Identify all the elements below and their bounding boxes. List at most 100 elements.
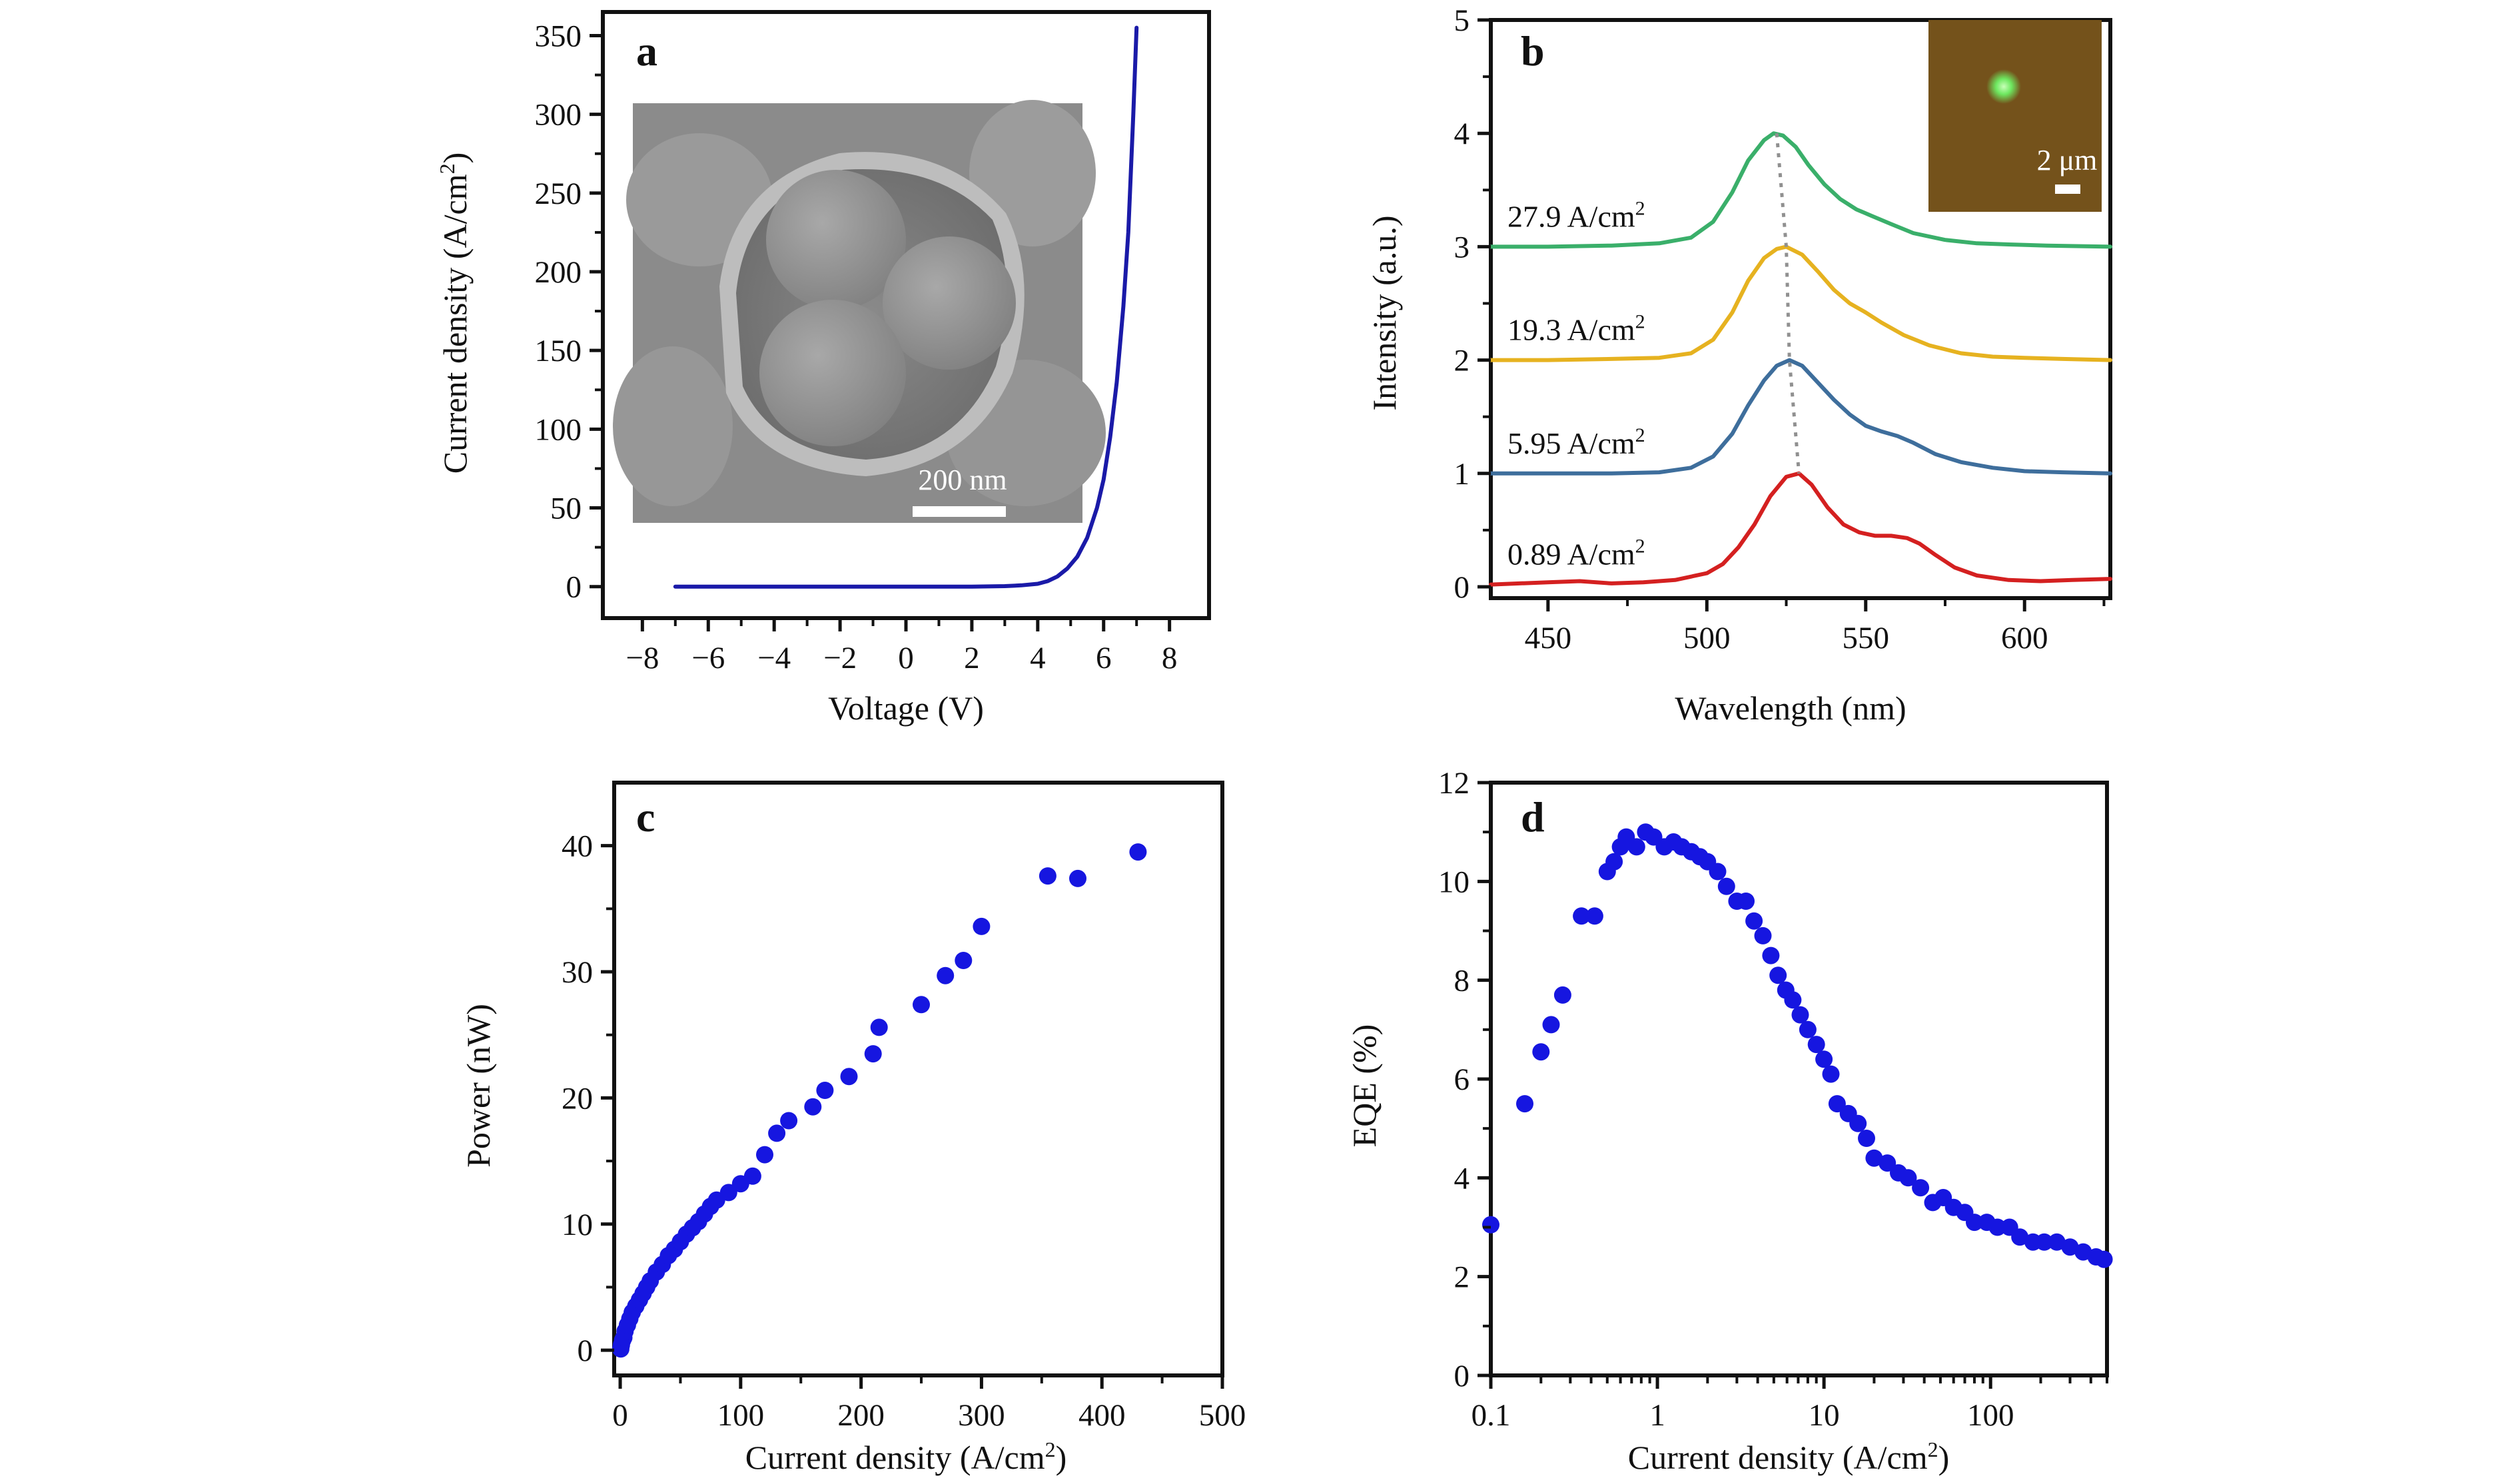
eqe-point bbox=[1899, 1169, 1917, 1187]
panel-c-ytick-label: 10 bbox=[562, 1208, 593, 1242]
eqe-point bbox=[2011, 1228, 2029, 1246]
panel-a-ytick-label: 350 bbox=[535, 19, 582, 53]
panel-b: 450 500 550 600 0 1 2 3 4 5 0.89 A/cm2 5.95 A/cm2 1… bbox=[1366, 3, 2112, 727]
panel-a-xtick-label: −8 bbox=[626, 641, 659, 675]
panel-d-y-axis-title: EQE (%) bbox=[1346, 1024, 1383, 1148]
eqe-point bbox=[1627, 838, 1645, 856]
eqe-point bbox=[1769, 966, 1787, 984]
iv-curve bbox=[673, 25, 1139, 589]
eqe-point bbox=[1542, 1016, 1560, 1034]
panel-c-ytick-label: 40 bbox=[562, 829, 593, 864]
panel-a: 200 nm −8 −6 −4 −2 0 2 4 6 8 0 50 100 150 200 250 300 35… bbox=[435, 10, 1211, 727]
eqe-point bbox=[2061, 1238, 2079, 1256]
spectrum-label-1: 5.95 A/cm2 bbox=[1507, 424, 1645, 460]
panel-b-optical-inset: 2 μm bbox=[1928, 20, 2102, 212]
panel-b-letter: b bbox=[1521, 27, 1545, 75]
panel-a-ytick-label: 200 bbox=[535, 255, 582, 290]
eqe-point bbox=[1717, 877, 1735, 895]
panel-c-ytick-label: 0 bbox=[578, 1333, 594, 1368]
panel-b-xtick-label: 500 bbox=[1683, 621, 1731, 655]
eqe-point bbox=[1865, 1149, 1883, 1167]
eqe-point bbox=[1605, 853, 1623, 871]
panel-c-ytick-label: 20 bbox=[562, 1081, 593, 1116]
panel-b-ytick-label: 0 bbox=[1454, 570, 1470, 605]
panel-b-ytick-label: 5 bbox=[1454, 3, 1470, 38]
panel-c-plot bbox=[612, 781, 1224, 1377]
panel-d-plot bbox=[1482, 781, 2113, 1377]
panel-c-letter: c bbox=[636, 793, 655, 841]
panel-d-ytick-label: 12 bbox=[1438, 766, 1469, 801]
panel-d-xtick-label: 100 bbox=[1967, 1398, 2014, 1433]
panel-b-ytick-label: 2 bbox=[1454, 344, 1470, 378]
panel-a-ytick-label: 100 bbox=[535, 412, 582, 447]
panel-a-xtick-label: −4 bbox=[757, 641, 791, 675]
power-point bbox=[870, 1018, 888, 1036]
panel-d-frame bbox=[1489, 781, 2109, 1377]
power-point bbox=[756, 1146, 773, 1164]
power-point bbox=[973, 917, 991, 935]
panel-d: 0.1 1 10 100 0 2 4 6 8 10 12 d Current density (A/… bbox=[1346, 766, 2113, 1476]
panel-c-xtick-label: 0 bbox=[612, 1398, 628, 1433]
panel-c: 0 100 200 300 400 500 0 10 20 30 40 c Current dens… bbox=[460, 781, 1246, 1476]
emission-spot bbox=[1986, 69, 2021, 104]
eqe-point bbox=[1858, 1130, 1875, 1147]
panel-a-xtick-label: −6 bbox=[691, 641, 725, 675]
power-point bbox=[913, 996, 930, 1014]
panel-b-y-axis-title: Intensity (a.u.) bbox=[1366, 216, 1403, 411]
power-point bbox=[1039, 867, 1056, 885]
panel-a-xtick-label: 4 bbox=[1030, 641, 1046, 675]
panel-a-xtick-label: −2 bbox=[823, 641, 857, 675]
panel-d-ytick-label: 0 bbox=[1454, 1359, 1470, 1393]
power-point bbox=[955, 952, 973, 969]
eqe-point bbox=[1849, 1114, 1867, 1132]
panel-d-letter: d bbox=[1521, 793, 1545, 841]
panel-b-ticks: 450 500 550 600 0 1 2 3 4 5 bbox=[1454, 3, 2106, 655]
eqe-point bbox=[1737, 893, 1755, 910]
panel-d-ytick-label: 6 bbox=[1454, 1062, 1470, 1097]
panel-a-ytick-label: 0 bbox=[566, 570, 582, 605]
eqe-point bbox=[1709, 863, 1727, 881]
panel-c-xtick-label: 400 bbox=[1078, 1398, 1126, 1433]
power-point bbox=[780, 1112, 798, 1130]
power-point bbox=[840, 1068, 858, 1086]
panel-a-xtick-label: 0 bbox=[898, 641, 914, 675]
eqe-point bbox=[1762, 946, 1780, 964]
panel-a-xtick-label: 8 bbox=[1162, 641, 1178, 675]
panel-b-xtick-label: 600 bbox=[2001, 621, 2048, 655]
sem-scale-bar bbox=[913, 506, 1006, 517]
panel-c-frame bbox=[612, 781, 1224, 1377]
panel-d-xtick-label: 1 bbox=[1649, 1398, 1665, 1433]
eqe-point bbox=[1791, 1006, 1809, 1024]
eqe-point bbox=[1815, 1050, 1833, 1068]
panel-b-ytick-label: 1 bbox=[1454, 457, 1470, 492]
power-point bbox=[937, 966, 955, 984]
eqe-point bbox=[2095, 1250, 2113, 1268]
panel-c-x-axis-title: Current density (A/cm2) bbox=[745, 1437, 1067, 1476]
panel-b-xtick-label: 550 bbox=[1843, 621, 1890, 655]
panel-d-ticks: 0.1 1 10 100 0 2 4 6 8 10 12 bbox=[1438, 766, 2108, 1433]
panel-b-ytick-label: 3 bbox=[1454, 230, 1470, 264]
panel-d-xtick-label: 0.1 bbox=[1471, 1398, 1511, 1433]
eqe-point bbox=[1828, 1095, 1846, 1113]
panel-b-xtick-label: 450 bbox=[1525, 621, 1572, 655]
panel-a-sem-inset: 200 nm bbox=[613, 100, 1106, 523]
panel-a-plot bbox=[673, 25, 1139, 589]
panel-c-ticks: 0 100 200 300 400 500 0 10 20 30 40 bbox=[562, 829, 1246, 1433]
power-point bbox=[804, 1098, 822, 1116]
panel-c-xtick-label: 100 bbox=[717, 1398, 765, 1433]
power-point bbox=[1129, 843, 1147, 861]
power-point bbox=[816, 1082, 834, 1099]
eqe-point bbox=[1516, 1095, 1533, 1113]
eqe-point bbox=[1822, 1065, 1840, 1083]
panel-d-ytick-label: 4 bbox=[1454, 1161, 1470, 1196]
panel-b-plot bbox=[1489, 18, 2112, 600]
spectrum-label-0: 0.89 A/cm2 bbox=[1507, 536, 1645, 571]
power-point bbox=[768, 1124, 786, 1142]
eqe-point bbox=[1807, 1036, 1825, 1054]
panel-b-frame bbox=[1489, 18, 2112, 600]
panel-c-ytick-label: 30 bbox=[562, 955, 593, 990]
panel-d-ytick-label: 10 bbox=[1438, 865, 1469, 899]
eqe-point bbox=[1482, 1216, 1499, 1234]
spectrum-label-3: 27.9 A/cm2 bbox=[1507, 197, 1645, 233]
